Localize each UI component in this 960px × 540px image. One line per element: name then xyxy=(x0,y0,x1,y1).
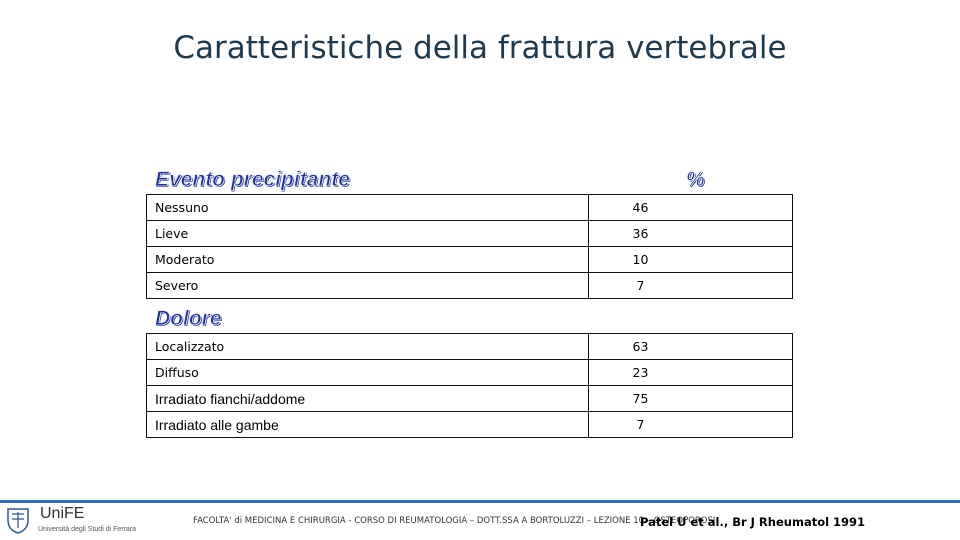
row-label: Moderato xyxy=(146,246,589,273)
row-value: 7 xyxy=(588,272,793,299)
logo-subtitle: Università degli Studi di Ferrara xyxy=(38,526,137,533)
section-header-dolore: Dolore xyxy=(155,307,222,331)
logo-text: UniFE xyxy=(40,505,85,522)
row-label: Nessuno xyxy=(146,194,589,221)
table-row: Nessuno 46 xyxy=(146,194,793,221)
footer-divider xyxy=(0,500,960,503)
row-label: Irradiato alle gambe xyxy=(146,411,589,438)
row-value: 36 xyxy=(588,220,793,247)
row-value: 46 xyxy=(588,194,793,221)
table-row: Severo 7 xyxy=(146,272,793,299)
percent-header: % xyxy=(686,168,705,192)
table-row: Localizzato 63 xyxy=(146,333,793,360)
table-row: Moderato 10 xyxy=(146,246,793,273)
row-value: 7 xyxy=(588,411,793,438)
row-label: Severo xyxy=(146,272,589,299)
row-value: 63 xyxy=(588,333,793,360)
table-evento: Nessuno 46 Lieve 36 Moderato 10 Severo 7 xyxy=(146,194,793,299)
row-label: Lieve xyxy=(146,220,589,247)
row-value: 23 xyxy=(588,359,793,386)
table-row: Lieve 36 xyxy=(146,220,793,247)
row-label: Irradiato fianchi/addome xyxy=(146,385,589,412)
citation: Patel U et al., Br J Rheumatol 1991 xyxy=(640,515,866,529)
section-header-evento: Evento precipitante xyxy=(155,168,351,192)
table-row: Irradiato fianchi/addome 75 xyxy=(146,385,793,412)
row-label: Diffuso xyxy=(146,359,589,386)
row-label: Localizzato xyxy=(146,333,589,360)
table-row: Irradiato alle gambe 7 xyxy=(146,411,793,438)
slide-title: Caratteristiche della frattura vertebral… xyxy=(173,30,787,66)
footer-course-text: FACOLTA' di MEDICINA E CHIRURGIA - CORSO… xyxy=(193,516,716,526)
table-row: Diffuso 23 xyxy=(146,359,793,386)
row-value: 10 xyxy=(588,246,793,273)
row-value: 75 xyxy=(588,385,793,412)
table-dolore: Localizzato 63 Diffuso 23 Irradiato fian… xyxy=(146,333,793,438)
university-crest-icon xyxy=(7,508,29,534)
